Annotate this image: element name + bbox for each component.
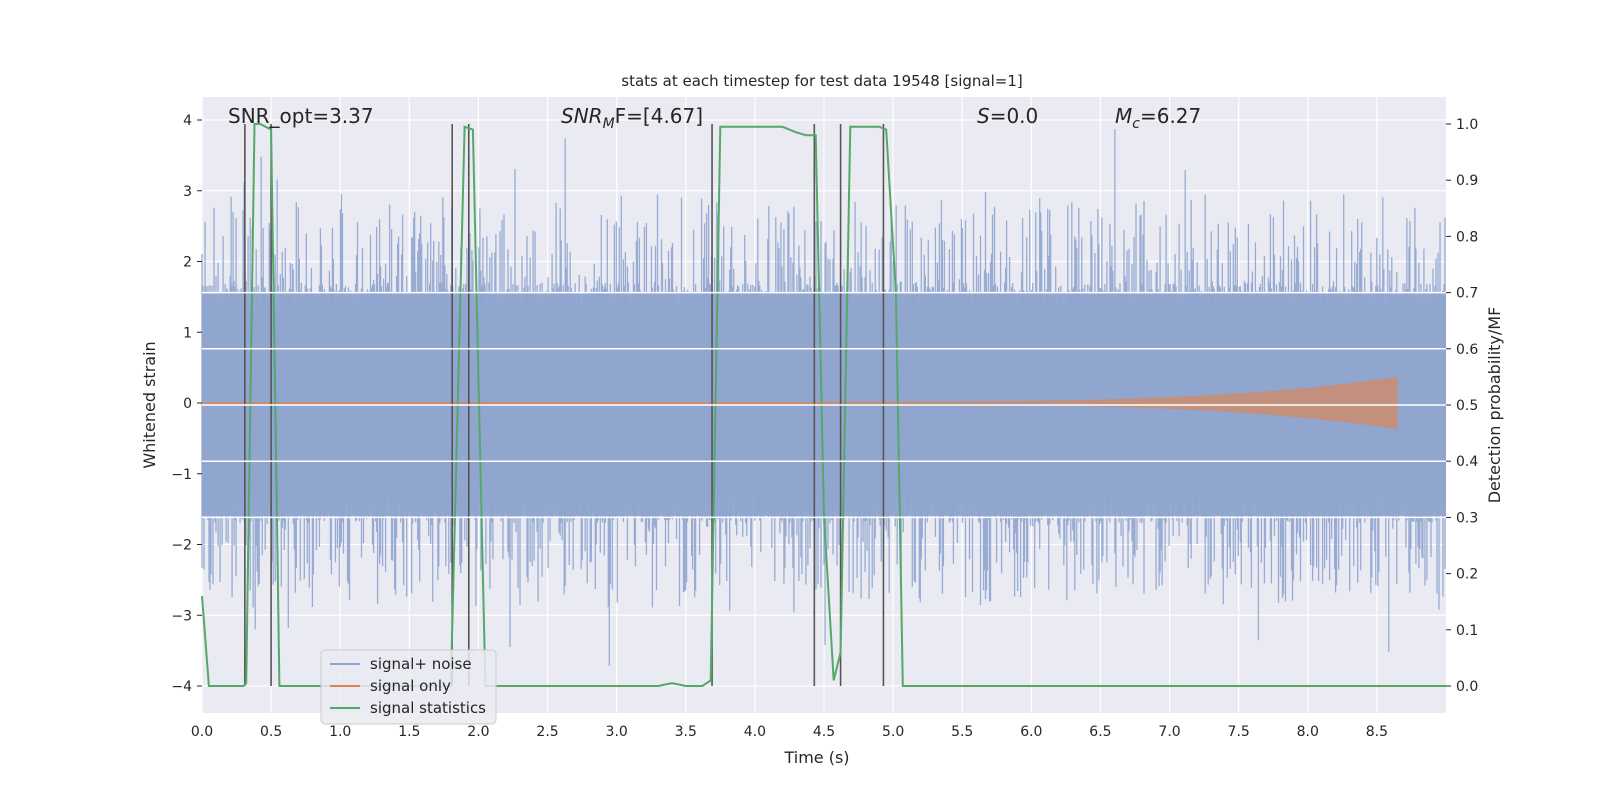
x-tick-label: 6.5 bbox=[1089, 724, 1111, 740]
x-tick-label: 3.0 bbox=[606, 724, 628, 740]
mc-base: M bbox=[1115, 104, 1132, 128]
mc-annotation: Mc=6.27 bbox=[1115, 104, 1201, 132]
snr-mf-rest: F=[4.67] bbox=[615, 104, 703, 128]
x-tick-label: 3.5 bbox=[675, 724, 697, 740]
y-tick-label-right: 0.9 bbox=[1456, 173, 1478, 189]
x-tick-label: 2.0 bbox=[467, 724, 489, 740]
x-tick-label: 1.5 bbox=[398, 724, 420, 740]
x-tick-label: 4.0 bbox=[744, 724, 766, 740]
x-axis-ticks: 0.0 0.5 1.0 1.5 2.0 2.5 3.0 3.5 4.0 4.5 5.0 5.5 6.0 6… bbox=[191, 724, 1388, 740]
y-tick-label-right: 0.7 bbox=[1456, 286, 1478, 302]
x-tick-label: 4.5 bbox=[813, 724, 835, 740]
x-tick-label: 5.0 bbox=[882, 724, 904, 740]
y-tick-label-right: 0.4 bbox=[1456, 454, 1478, 470]
y-tick-label-left: −4 bbox=[171, 679, 192, 695]
signal-chirp bbox=[810, 376, 1398, 430]
x-tick-label: 0.0 bbox=[191, 724, 213, 740]
legend-label-signal: signal only bbox=[370, 677, 451, 695]
x-tick-label: 7.0 bbox=[1158, 724, 1180, 740]
legend-label-stats: signal statistics bbox=[370, 699, 486, 717]
y-tick-label-right: 0.2 bbox=[1456, 567, 1478, 583]
left-y-axis-ticks: 4 3 2 1 0 −1 −2 −3 −4 bbox=[171, 113, 202, 695]
y-tick-label-left: 0 bbox=[183, 396, 192, 412]
stats-line bbox=[201, 123, 1446, 687]
x-tick-label: 0.5 bbox=[260, 724, 282, 740]
x-tick-label: 7.5 bbox=[1228, 724, 1250, 740]
mc-sub: c bbox=[1132, 116, 1140, 132]
y-tick-label-right: 0.6 bbox=[1456, 342, 1478, 358]
y-tick-label-right: 1.0 bbox=[1456, 117, 1478, 133]
x-tick-label: 8.5 bbox=[1366, 724, 1388, 740]
y-tick-label-left: 4 bbox=[183, 113, 192, 129]
s-annotation: S=0.0 bbox=[977, 104, 1038, 128]
snr-mf-base: SNR bbox=[561, 104, 603, 128]
x-tick-label: 6.0 bbox=[1020, 724, 1042, 740]
y-tick-label-left: −3 bbox=[171, 608, 192, 624]
horizontal-grid-overlay bbox=[202, 291, 1446, 519]
y-tick-label-right: 0.5 bbox=[1456, 398, 1478, 414]
x-tick-label: 8.0 bbox=[1297, 724, 1319, 740]
legend: signal+ noise signal only signal statist… bbox=[320, 649, 497, 725]
left-y-axis-label: Whitened strain bbox=[140, 341, 159, 468]
y-tick-label-right: 0.0 bbox=[1456, 679, 1478, 695]
y-tick-label-left: 3 bbox=[183, 184, 192, 200]
legend-label-noise: signal+ noise bbox=[370, 655, 472, 673]
x-axis-label: Time (s) bbox=[783, 748, 849, 767]
legend-box bbox=[320, 649, 497, 725]
y-tick-label-left: −1 bbox=[171, 467, 192, 483]
s-label: S bbox=[977, 104, 990, 128]
stats-series bbox=[201, 123, 1446, 687]
x-tick-label: 1.0 bbox=[329, 724, 351, 740]
snr-mf-annotation: SNRMF=[4.67] bbox=[561, 104, 703, 132]
y-tick-label-left: 1 bbox=[183, 325, 192, 341]
signal-series bbox=[202, 376, 1398, 430]
y-tick-label-right: 0.8 bbox=[1456, 229, 1478, 245]
snr-opt-annotation: SNR_opt=3.37 bbox=[228, 104, 374, 128]
snr-mf-sub: M bbox=[603, 116, 615, 132]
right-y-axis-label: Detection probability/MF bbox=[1485, 307, 1504, 504]
x-tick-label: 2.5 bbox=[536, 724, 558, 740]
s-value: =0.0 bbox=[990, 104, 1039, 128]
y-tick-label-left: 2 bbox=[183, 255, 192, 271]
chart-title: stats at each timestep for test data 195… bbox=[621, 72, 1022, 90]
y-tick-label-left: −2 bbox=[171, 538, 192, 554]
x-tick-label: 5.5 bbox=[951, 724, 973, 740]
y-tick-label-right: 0.1 bbox=[1456, 623, 1478, 639]
right-y-axis-ticks: 1.0 0.9 0.8 0.7 0.6 0.5 0.4 0.3 0.2 0.1 0.0 bbox=[1446, 117, 1478, 695]
y-tick-label-right: 0.3 bbox=[1456, 510, 1478, 526]
mc-value: =6.27 bbox=[1140, 104, 1201, 128]
